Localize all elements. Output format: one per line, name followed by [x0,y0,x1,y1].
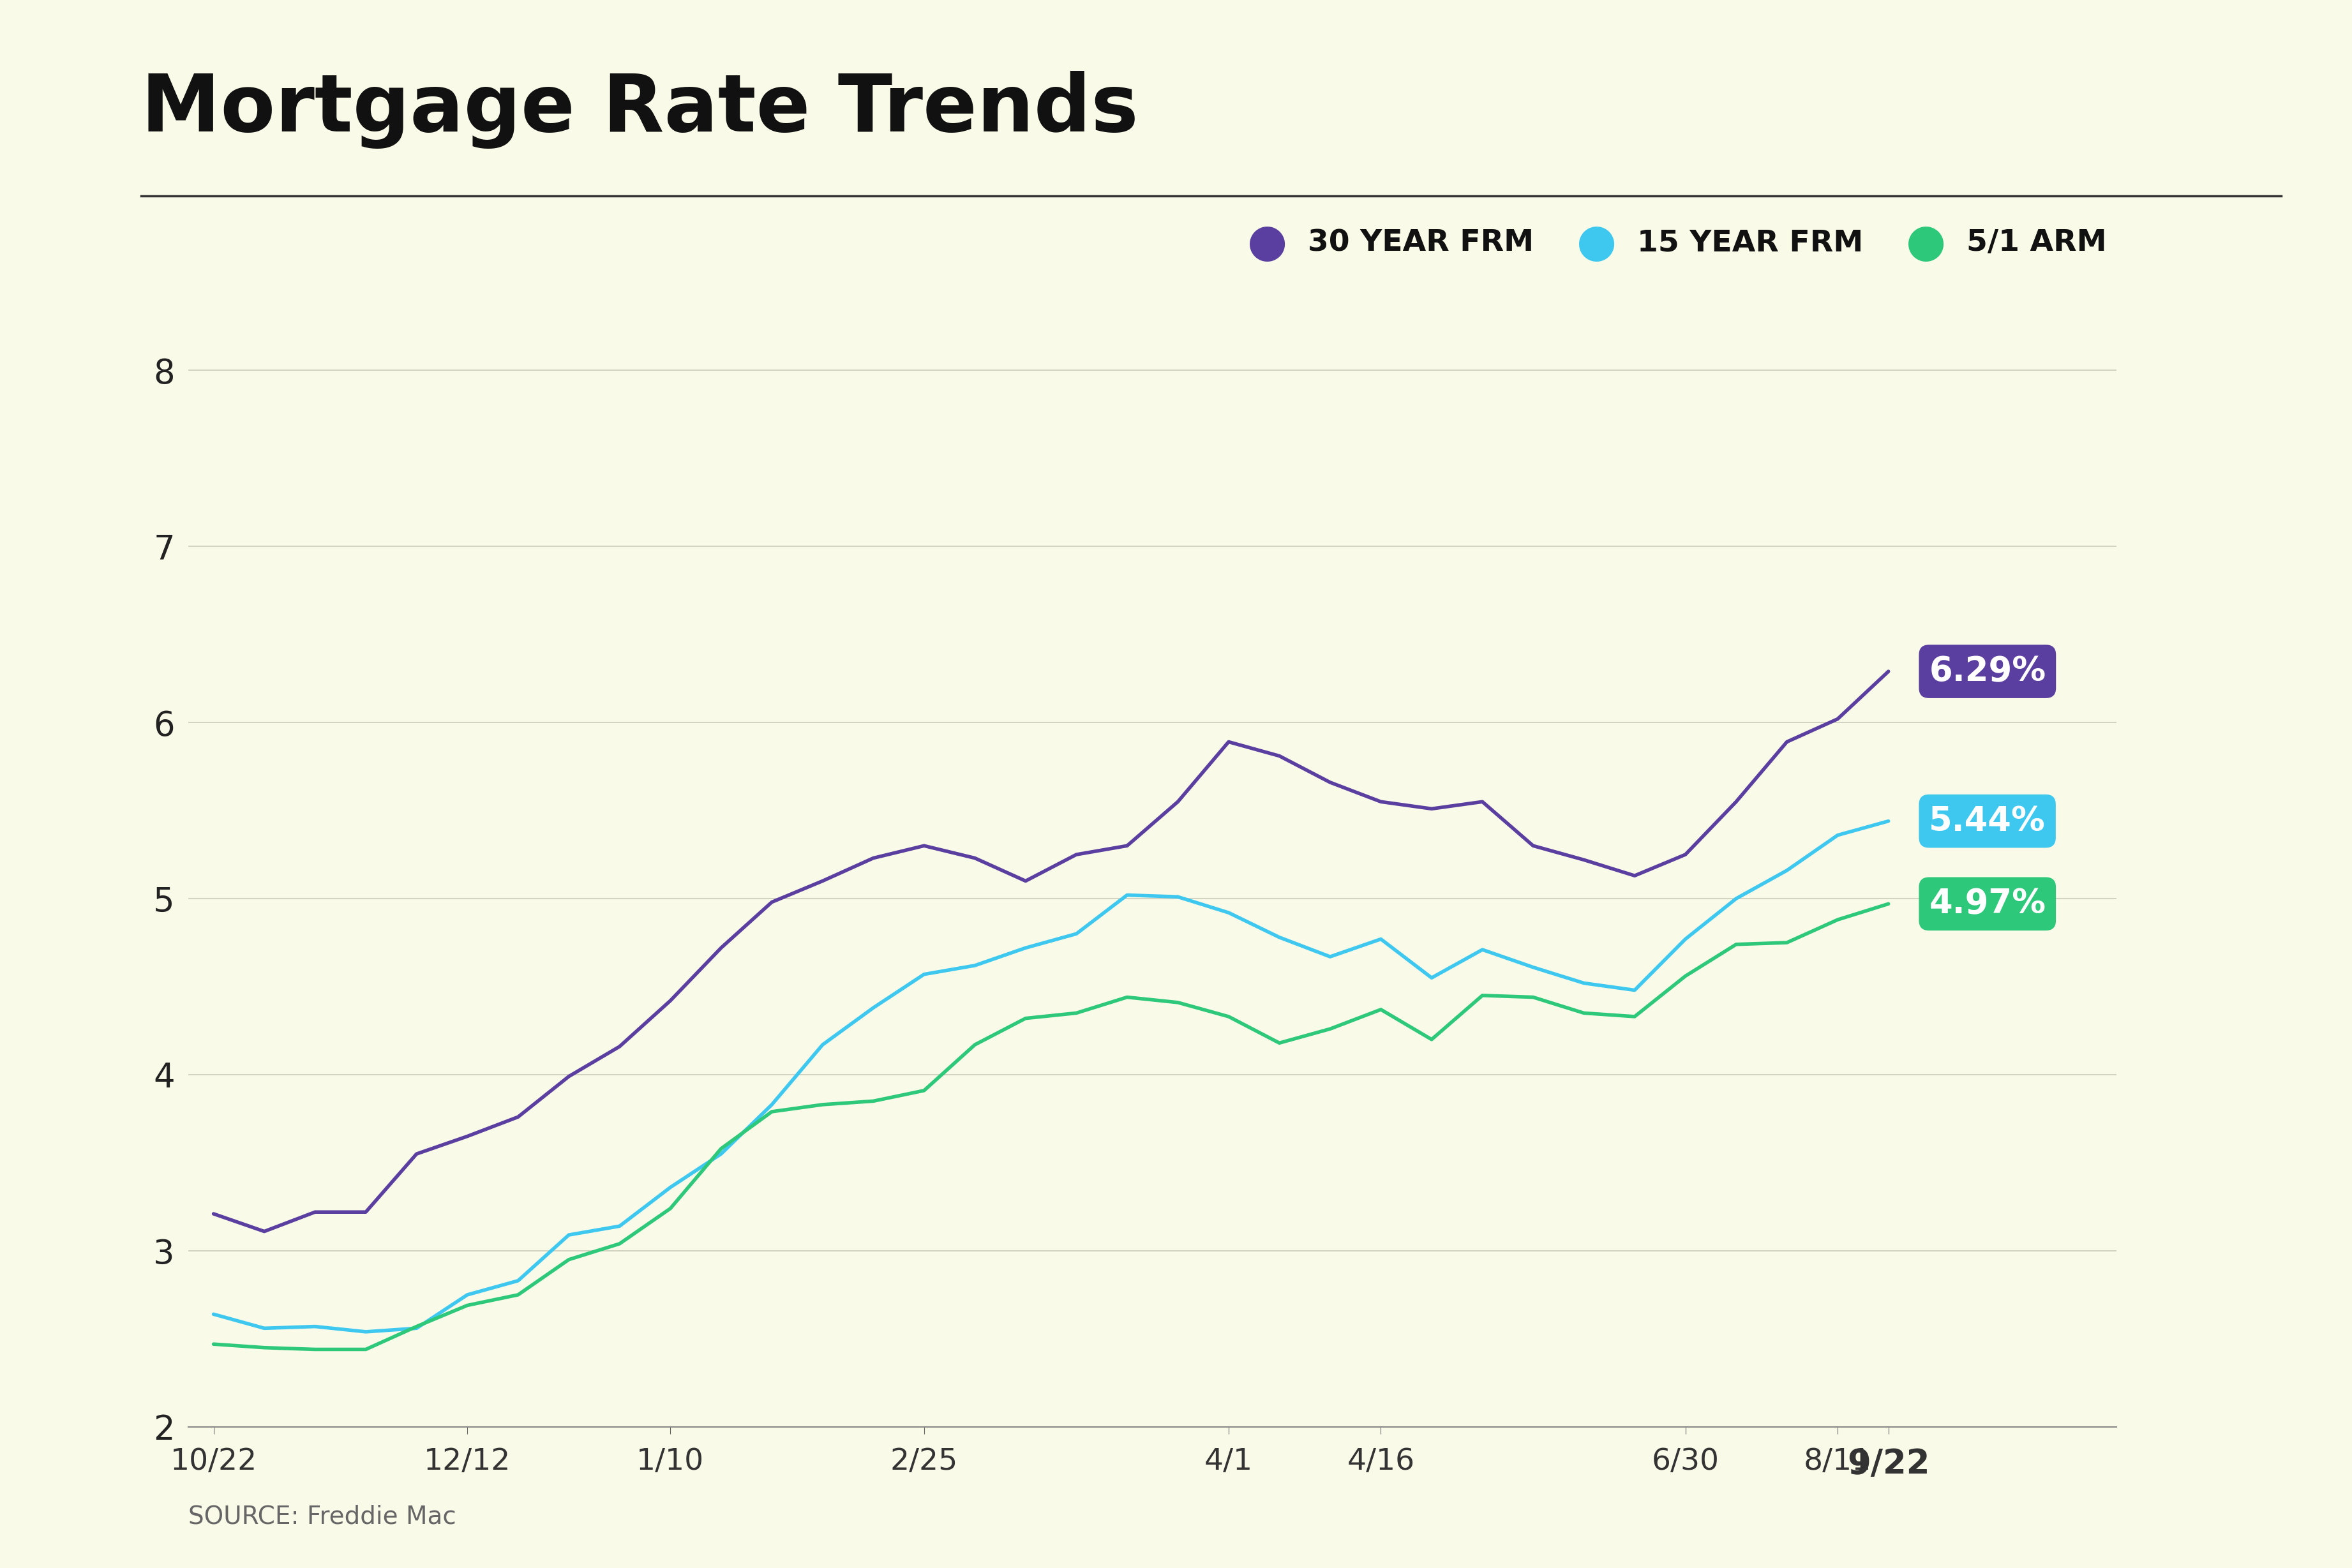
Text: 6.29%: 6.29% [1929,655,2046,688]
Text: 5.44%: 5.44% [1929,804,2046,837]
Text: 15 YEAR FRM: 15 YEAR FRM [1637,229,1863,257]
Text: SOURCE: Freddie Mac: SOURCE: Freddie Mac [188,1505,456,1529]
Text: ●: ● [1247,221,1287,265]
Text: ●: ● [1905,221,1945,265]
Text: ●: ● [1576,221,1616,265]
Text: 5/1 ARM: 5/1 ARM [1966,229,2107,257]
Text: 30 YEAR FRM: 30 YEAR FRM [1308,229,1534,257]
Text: Mortgage Rate Trends: Mortgage Rate Trends [141,71,1138,149]
Text: 4.97%: 4.97% [1929,887,2046,920]
